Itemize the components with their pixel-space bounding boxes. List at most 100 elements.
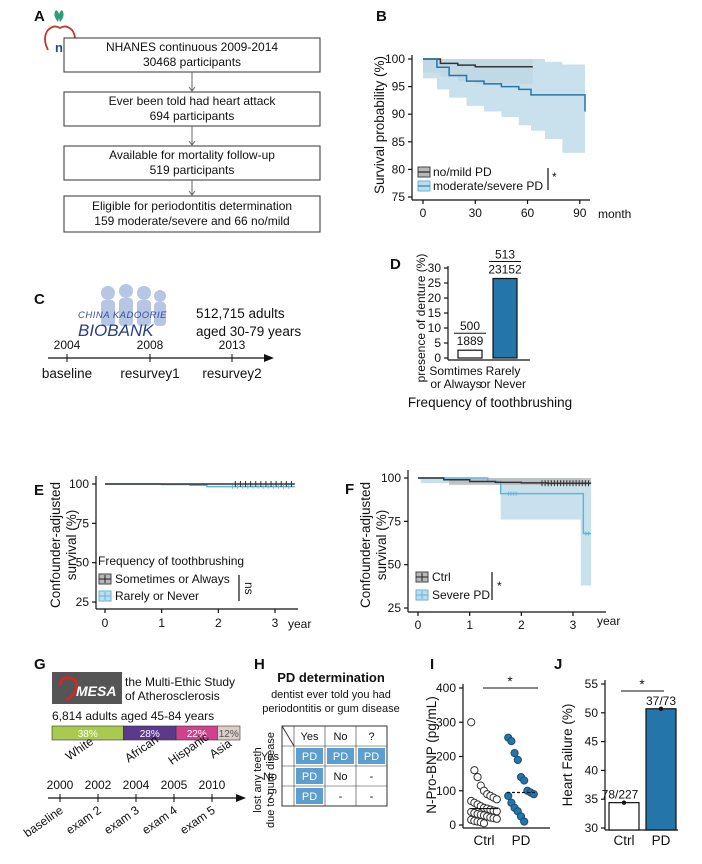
- ckb-logo-people: [101, 284, 166, 326]
- d-count-num-0: 500: [460, 319, 480, 333]
- flow-box-4-line1: Eligible for periodontitis determination: [92, 199, 292, 213]
- h-cell-2-2: -: [370, 791, 374, 803]
- panel-f-survival-chart: Confounder-adjusted survival (%) 25 50 75 1…: [358, 470, 620, 632]
- flow-box-3-line2: 519 participants: [150, 163, 235, 177]
- h-row-header-1: No: [263, 771, 277, 783]
- i-axes: 0 100 200 300 400 Ctrl PD: [436, 681, 550, 848]
- b-ci-band-severe: [423, 59, 585, 153]
- flow-box-1-line1: NHANES continuous 2009-2014: [106, 40, 278, 54]
- logo-leaf-left: [54, 10, 60, 22]
- e-ylabel-line1: Confounder-adjusted: [48, 482, 63, 608]
- panel-a-flowchart: nhanes NHANES continuous 2009-2014 30468…: [44, 10, 321, 233]
- h-row-axis-2: due to gum disease: [265, 732, 277, 828]
- d-ytick-label-15: 15: [428, 306, 442, 320]
- j-bar-1: [645, 708, 677, 831]
- b-ytick-label-80: 80: [392, 162, 406, 176]
- i-point-ctrl: [467, 718, 476, 727]
- e-legend-title: Frequency of toothbrushing: [98, 554, 244, 568]
- j-xtick-label-0: Ctrl: [614, 833, 635, 848]
- f-xtick-label-3: 3: [570, 618, 577, 632]
- i-ylabel: N-Pro-BNP (pg/mL): [424, 696, 439, 814]
- f-xtick-label-1: 1: [466, 618, 473, 632]
- h-grid: Yes No ? Yes No? PD PD PD PD No - PD - -: [261, 725, 388, 807]
- panel-e-survival-chart: Confounder-adjusted survival (%) 25 50 75 1…: [48, 476, 311, 631]
- i-significance: *: [507, 674, 513, 689]
- f-legend-label-2: Severe PD: [432, 588, 490, 602]
- i-point-pd: [520, 817, 529, 826]
- mesa-timeline-year-3: 2005: [161, 778, 188, 792]
- d-xtick-2-line1: Rarely: [486, 364, 521, 378]
- mesa-title-1: the Multi-Ethic Study: [125, 675, 235, 689]
- j-ytick-label-45: 45: [585, 735, 599, 749]
- panel-label-a: A: [34, 8, 45, 25]
- d-xtick-2-line2: or Never: [480, 377, 526, 391]
- i-points: [467, 718, 538, 828]
- ckb-label-3: resurvey2: [202, 366, 261, 381]
- ckb-label-1: baseline: [42, 366, 92, 381]
- b-survival-lines: [423, 58, 586, 112]
- b-legend: no/mild PD moderate/severe PD *: [417, 165, 557, 193]
- h-cell-2-1: -: [339, 791, 343, 803]
- j-bar-label-1: 37/73: [646, 694, 676, 708]
- ckb-person-2-body: [119, 298, 133, 326]
- f-line-ctrl: [418, 477, 592, 484]
- h-cell-2-0: PD: [302, 791, 317, 803]
- h-row-header-2: ?: [267, 791, 273, 803]
- b-xlabel: month: [598, 207, 631, 221]
- j-ylabel: Heart Failure (%): [560, 704, 575, 807]
- d-xtick-1-line2: or Always: [430, 377, 481, 391]
- flow-box-2-line2: 694 participants: [150, 109, 235, 123]
- panel-i-scatter: N-Pro-BNP (pg/mL) 0 100 200 300 400 Ctrl PD *: [424, 674, 550, 848]
- i-point-ctrl: [492, 795, 501, 804]
- f-ytick-label-25: 25: [388, 601, 402, 615]
- j-significance: *: [639, 677, 645, 692]
- e-ytick-label-50: 50: [76, 556, 90, 570]
- ckb-person-4-body: [154, 302, 166, 326]
- mesa-timeline-label-0: baseline: [21, 803, 66, 840]
- ckb-person-3-body: [137, 300, 151, 326]
- b-ytick-label-100: 100: [385, 52, 405, 66]
- mesa-timeline-year-4: 2010: [199, 778, 226, 792]
- h-cell-bg-1-2: [358, 768, 385, 784]
- ckb-timeline-arrowhead: [264, 354, 274, 362]
- j-ytick-label-30: 30: [585, 821, 599, 835]
- panel-label-h: H: [254, 656, 265, 673]
- mesa-bar-pct-white: 38%: [78, 729, 98, 740]
- h-subtitle-2: periodontitis or gum disease: [262, 703, 400, 715]
- b-ylabel: Survival probability (%): [372, 56, 387, 194]
- i-point-pd: [513, 755, 522, 765]
- h-cell-0-1: PD: [333, 751, 348, 763]
- mesa-timeline-label-3: exam 4: [139, 803, 180, 837]
- mesa-logo-heart-icon: [58, 676, 78, 702]
- h-title: PD determination: [277, 670, 385, 685]
- e-survival-lines: [105, 481, 295, 489]
- flow-box-4: [63, 195, 321, 233]
- logo-apple: [44, 25, 76, 51]
- f-axes: 25 50 75 100 0 1 2 3: [381, 470, 606, 632]
- b-legend-label-nomild: no/mild PD: [433, 165, 492, 179]
- logo-leaf-right: [58, 10, 64, 22]
- mesa-timeline-year-0: 2000: [47, 778, 74, 792]
- panel-j-bar-chart: Heart Failure (%) 30 35 40 45 50 55 78/227 Ctr…: [560, 677, 678, 848]
- f-ytick-label-100: 100: [381, 471, 401, 485]
- panel-label-g: G: [34, 656, 46, 673]
- flow-box-2-line1: Ever been told had heart attack: [109, 94, 277, 108]
- i-ytick-label-100: 100: [436, 784, 456, 798]
- e-xtick-label-2: 2: [215, 616, 222, 630]
- j-ytick-label-40: 40: [585, 763, 599, 777]
- b-ytick-label-90: 90: [392, 107, 406, 121]
- f-ylabel-line2: survival (%): [374, 510, 389, 581]
- mesa-timeline-year-2: 2004: [123, 778, 150, 792]
- e-xlabel: year: [288, 617, 311, 631]
- h-cell-bg-0-2: [358, 748, 385, 764]
- i-ytick-label-300: 300: [436, 715, 456, 729]
- j-xtick-label-1: PD: [652, 833, 671, 848]
- ckb-year-2: 2008: [137, 338, 164, 352]
- mesa-title-2: of Atherosclerosis: [125, 689, 220, 703]
- ckb-year-3: 2013: [219, 338, 246, 352]
- e-xtick-label-3: 3: [272, 616, 279, 630]
- h-cell-1-2: -: [370, 771, 374, 783]
- i-point-ctrl: [473, 772, 482, 782]
- panel-label-b: B: [376, 8, 387, 25]
